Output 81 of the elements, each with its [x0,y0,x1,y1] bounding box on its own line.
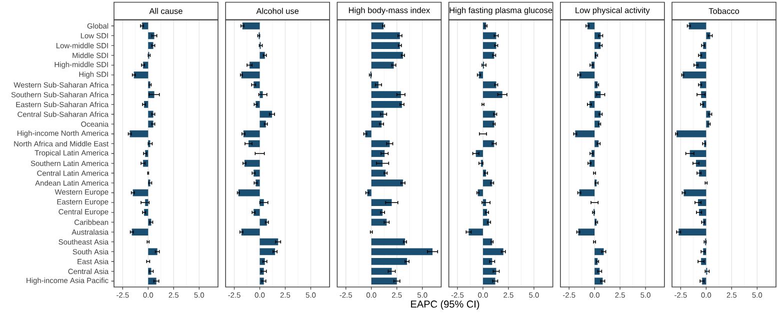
bar [260,248,276,256]
bar [482,81,496,88]
chart-title: High body-mass index [348,7,430,15]
bar [241,72,260,78]
bar [254,208,260,216]
bar [371,238,406,246]
bar [371,258,408,265]
bar [371,52,403,59]
bar [482,268,496,275]
bar [578,228,595,236]
bar [371,278,397,285]
bar [482,258,492,265]
bar [254,170,260,177]
bar [482,238,492,246]
bar [371,180,403,186]
bar [148,248,158,256]
bar [482,120,494,128]
bar [579,72,595,78]
bar [482,248,504,256]
bar [260,110,272,118]
chart-title: Alcohol use [256,8,299,14]
bar [482,110,496,118]
bar [482,91,502,98]
bar [594,248,604,256]
bar [371,248,433,256]
bar [482,278,496,285]
bar [371,120,382,128]
chart-title: Low physical activity [576,7,650,15]
bar [371,170,386,177]
bar [371,218,387,226]
bar [371,22,384,30]
bar [365,130,372,138]
bar [148,32,154,40]
bar [248,140,260,148]
bar [238,189,260,196]
bar [132,228,148,236]
bar [371,100,402,108]
bar [594,278,603,285]
x-axis-title: EAPC (95% CI) [411,300,480,310]
bar [371,150,385,157]
bar [260,238,278,246]
bar [254,81,260,88]
bar [371,268,392,275]
bar [594,110,601,118]
bar [130,130,148,138]
bar [482,52,494,59]
bar [371,32,400,40]
bar [260,120,266,128]
bar [371,140,390,148]
bar [579,189,595,196]
bar [260,258,265,265]
bar [482,140,494,148]
bar [148,120,154,128]
bar [371,110,384,118]
bar [132,189,148,196]
bar [250,62,260,69]
bar [243,130,260,138]
bar [241,228,260,236]
bar [575,130,595,138]
bar [482,180,492,186]
bar [371,91,401,98]
bar [371,62,394,69]
bar [371,208,383,216]
bar [482,32,496,40]
chart-title: All cause [149,8,182,14]
bar [260,52,265,59]
bar [371,199,392,206]
bar [242,22,260,30]
bar [148,278,156,285]
bar [148,42,154,49]
chart-title: Tobacco [708,8,740,14]
bar [148,110,154,118]
bar [482,42,496,49]
bar [134,72,148,78]
bar [371,42,400,49]
bar [244,160,260,167]
chart-title: High fasting plasma glucose [450,7,552,15]
bar [587,22,595,30]
bar [142,22,148,30]
bar [468,228,483,236]
bar [594,42,601,49]
